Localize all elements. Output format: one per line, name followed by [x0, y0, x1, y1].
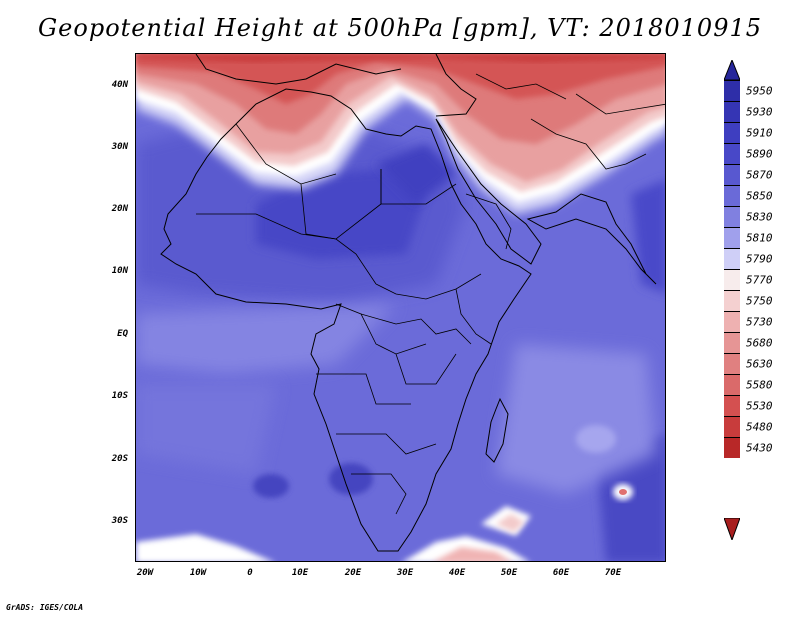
lon-tick-label: 20E — [344, 568, 362, 578]
lon-tick-label: 60E — [552, 568, 570, 578]
lat-tick-label: 10S — [111, 391, 128, 401]
colorbar-swatch — [724, 80, 740, 101]
colorbar-swatch — [724, 311, 740, 332]
field-lobe-sw-white — [136, 534, 272, 561]
lat-tick-label: EQ — [117, 329, 128, 339]
colorbar-label: 5770 — [746, 273, 773, 286]
mediterranean-coast — [195, 54, 402, 85]
levant-coast — [435, 54, 477, 117]
border-segment — [375, 273, 482, 300]
colorbar-label: 5680 — [746, 336, 773, 349]
border-segment — [235, 123, 337, 185]
field-region-5810-spot — [576, 425, 616, 453]
madagascar-coastline — [485, 397, 509, 463]
field-region-5890-egypt — [376, 144, 456, 204]
border-segment — [316, 373, 411, 405]
field-region-5890-namibia-a — [253, 474, 289, 498]
colorbar-swatch — [724, 374, 740, 395]
lon-tick-label: 50E — [500, 568, 518, 578]
colorbar-label: 5430 — [746, 441, 773, 454]
border-segment — [335, 303, 427, 355]
height-field-shading — [136, 54, 665, 561]
border-segment — [475, 73, 567, 100]
border-segment — [380, 169, 457, 205]
colorbar-swatch — [724, 143, 740, 164]
africa-coastline — [160, 88, 532, 552]
lon-tick-label: 10E — [291, 568, 309, 578]
field-lobe-se-red — [496, 514, 524, 532]
colorbar-swatch — [724, 227, 740, 248]
colorbar-label: 5950 — [746, 84, 773, 97]
colorbar-bottom-arrow — [724, 518, 740, 540]
country-borders — [196, 73, 665, 515]
lon-tick-label: 10W — [189, 568, 207, 578]
field-region-5890-india — [631, 179, 665, 294]
border-segment — [360, 313, 472, 345]
colorbar-label: 5630 — [746, 357, 773, 370]
colorbar-swatch — [724, 437, 740, 458]
lat-tick-label: 30S — [111, 516, 128, 526]
field-region-5850-southatl — [136, 384, 276, 474]
colorbar-swatch — [724, 185, 740, 206]
field-region-5830-indian — [496, 344, 656, 494]
colorbar-swatch — [724, 101, 740, 122]
colorbar-label: 5850 — [746, 189, 773, 202]
colorbar-top-arrow — [724, 60, 740, 80]
colorbar-swatch — [724, 353, 740, 374]
colorbar-label: 5910 — [746, 126, 773, 139]
colorbar-label: 5870 — [746, 168, 773, 181]
colorbar-swatch — [724, 206, 740, 227]
colorbar-label: 5580 — [746, 378, 773, 391]
colorbar-label: 5480 — [746, 420, 773, 433]
colorbar-swatch — [724, 416, 740, 437]
border-segment — [465, 193, 512, 250]
lat-tick-label: 20N — [111, 204, 128, 214]
colorbar-label: 5790 — [746, 252, 773, 265]
colorbar-swatch — [724, 164, 740, 185]
lat-tick-label: 40N — [111, 80, 128, 90]
border-segment — [196, 213, 377, 285]
field-lobe-s-red — [434, 547, 511, 561]
border-segment — [351, 473, 407, 515]
colorbar-label: 5930 — [746, 105, 773, 118]
colorbar-label: 5530 — [746, 399, 773, 412]
border-segment — [530, 118, 647, 170]
lat-tick-label: 20S — [111, 454, 128, 464]
field-band-5580 — [136, 54, 665, 104]
border-segment — [455, 288, 492, 345]
lon-tick-label: 70E — [604, 568, 622, 578]
border-segment — [336, 433, 437, 455]
lon-tick-label: 40E — [448, 568, 466, 578]
border-segment — [395, 353, 457, 385]
colorbar-swatch — [724, 290, 740, 311]
arabia-india-coast — [526, 193, 657, 285]
lon-tick-label: 20W — [136, 568, 154, 578]
colorbar-label: 5890 — [746, 147, 773, 160]
colorbar-swatch — [724, 122, 740, 143]
map-canvas — [136, 54, 665, 561]
field-region-5890-sahel — [256, 169, 426, 259]
field-region-5630-spot — [619, 489, 627, 495]
colorbar-swatch — [724, 269, 740, 290]
coastlines — [160, 54, 657, 552]
chart-title: Geopotential Height at 500hPa [gpm], VT:… — [38, 14, 762, 42]
colorbar-swatch — [724, 248, 740, 269]
map-plot-area — [135, 53, 666, 562]
lon-tick-label: 0 — [247, 568, 253, 578]
colorbar-label: 5730 — [746, 315, 773, 328]
colorbar-label: 5750 — [746, 294, 773, 307]
colorbar-swatch — [724, 395, 740, 416]
lon-tick-label: 30E — [396, 568, 414, 578]
border-segment — [575, 93, 665, 115]
grads-credit: GrADS: IGES/COLA — [6, 603, 84, 612]
colorbar-label: 5830 — [746, 210, 773, 223]
field-region-5890-namibia-b — [329, 463, 373, 495]
colorbar-label: 5810 — [746, 231, 773, 244]
field-band-5530 — [136, 54, 665, 62]
colorbar-swatch — [724, 332, 740, 353]
lat-tick-label: 10N — [111, 266, 128, 276]
field-region-5830-atlantic — [136, 304, 396, 374]
lat-tick-label: 30N — [111, 142, 128, 152]
arabia-west-coast — [435, 118, 542, 265]
